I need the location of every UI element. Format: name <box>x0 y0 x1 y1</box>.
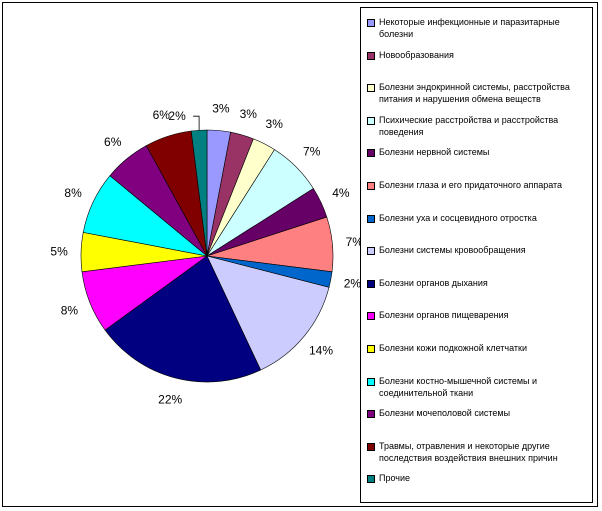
legend-label-8: Болезни системы кровообращения <box>379 245 526 256</box>
legend-label-3: Болезни эндокринной системы, расстройств… <box>379 82 570 105</box>
legend-label-4: Психические расстройства и расстройства … <box>379 114 559 137</box>
pie-slice-15 <box>190 129 208 257</box>
legend-item-9: Болезни органов дыхания <box>367 277 588 289</box>
legend-swatch-10 <box>367 312 375 321</box>
pie-chart: 3% 3%3%7%4%7%2%14%22%8%5%8%6%6%2% <box>50 102 364 407</box>
slice-label-3: 3% <box>266 117 284 131</box>
legend-item-15: Прочие <box>367 472 588 484</box>
legend-swatch-3 <box>367 84 375 93</box>
pie-slice-8 <box>206 255 330 371</box>
legend: Некоторые инфекционные и паразитарные бо… <box>360 7 593 503</box>
slice-label-6: 7% <box>346 235 364 249</box>
slice-label-9: 22% <box>158 392 182 406</box>
chart-frame: 3% 3% 3% 7% 4% 7% 2% 14% 22% 8% 5% 8% 6% 6% 2% Некотор… <box>2 2 598 507</box>
legend-item-14: Травмы, отравления и некоторые другие по… <box>367 440 588 464</box>
legend-item-6: Болезни глаза и его придаточного аппарат… <box>367 179 588 191</box>
legend-label-12: Болезни костно-мышечной системы и соедин… <box>379 375 538 398</box>
legend-item-12: Болезни костно-мышечной системы и соедин… <box>367 375 588 399</box>
legend-swatch-15 <box>367 475 375 484</box>
legend-item-10: Болезни органов пищеварения <box>367 309 588 321</box>
leader-line <box>193 115 200 131</box>
legend-swatch-9 <box>367 279 375 288</box>
legend-item-1: Некоторые инфекционные и паразитарные бо… <box>367 16 588 40</box>
slice-label-1: 3% <box>212 102 230 116</box>
legend-label-7: Болезни уха и сосцевидного отростка <box>379 212 537 223</box>
slice-label-12: 8% <box>64 186 82 200</box>
slice-label-4: 7% <box>303 144 321 158</box>
legend-label-13: Болезни мочеполовой системы <box>379 408 511 419</box>
slice-label-2: 3% <box>240 107 258 121</box>
slice-label-13: 6% <box>104 135 122 149</box>
legend-label-5: Болезни нервной системы <box>379 147 490 158</box>
slice-label-14: 6% <box>153 108 171 122</box>
legend-item-3: Болезни эндокринной системы, расстройств… <box>367 81 588 105</box>
slice-label-5: 4% <box>332 186 350 200</box>
slice-label-10: 8% <box>61 304 79 318</box>
legend-item-8: Болезни системы кровообращения <box>367 244 588 256</box>
legend-item-13: Болезни мочеполовой системы <box>367 407 588 419</box>
legend-item-11: Болезни кожи подкожной клетчатки <box>367 342 588 354</box>
legend-swatch-8 <box>367 247 375 256</box>
legend-swatch-6 <box>367 182 375 190</box>
legend-swatch-2 <box>367 51 375 60</box>
legend-label-2: Новообразования <box>379 49 454 60</box>
slice-label-8: 14% <box>309 343 333 357</box>
legend-swatch-11 <box>367 345 375 353</box>
legend-swatch-7 <box>367 214 375 223</box>
legend-item-2: Новообразования <box>367 49 588 61</box>
legend-swatch-5 <box>367 149 375 158</box>
legend-label-10: Болезни органов пищеварения <box>379 310 509 321</box>
slice-label-7: 2% <box>344 277 362 291</box>
legend-label-9: Болезни органов дыхания <box>379 277 488 288</box>
legend-label-15: Прочие <box>379 473 411 484</box>
legend-item-4: Психические расстройства и расстройства … <box>367 114 588 138</box>
legend-label-6: Болезни глаза и его придаточного аппарат… <box>379 180 563 190</box>
pie-slice-9 <box>104 255 262 383</box>
slice-label-15: 2% <box>168 109 186 123</box>
legend-swatch-4 <box>367 116 375 125</box>
legend-swatch-14 <box>367 442 375 451</box>
legend-item-7: Болезни уха и сосцевидного отростка <box>367 212 588 224</box>
legend-swatch-1 <box>367 19 375 27</box>
legend-swatch-13 <box>367 410 375 419</box>
legend-label-14: Травмы, отравления и некоторые другие по… <box>379 440 558 463</box>
legend-swatch-12 <box>367 377 375 386</box>
legend-label-11: Болезни кожи подкожной клетчатки <box>379 343 527 353</box>
legend-item-5: Болезни нервной системы <box>367 146 588 158</box>
slice-label-11: 5% <box>50 244 68 258</box>
legend-label-1: Некоторые инфекционные и паразитарные бо… <box>379 17 560 39</box>
